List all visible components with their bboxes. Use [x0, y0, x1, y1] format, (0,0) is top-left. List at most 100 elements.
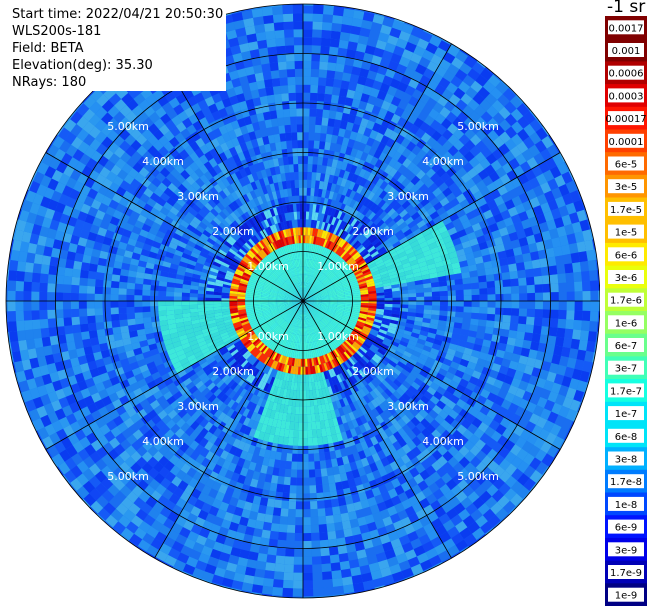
field-cell: [525, 401, 537, 414]
field-cell: [511, 293, 520, 301]
field-cell: [402, 262, 411, 269]
field-cell: [329, 296, 337, 299]
field-cell: [97, 365, 108, 375]
field-cell: [316, 262, 322, 271]
field-cell: [590, 301, 599, 312]
field-cell: [83, 395, 95, 407]
field-cell: [327, 118, 336, 127]
field-cell: [549, 362, 559, 374]
field-cell: [311, 277, 316, 285]
field-cell: [264, 473, 273, 483]
field-cell: [435, 355, 445, 364]
field-cell: [415, 342, 425, 350]
field-cell: [462, 387, 473, 398]
field-cell: [499, 119, 512, 132]
field-cell: [142, 473, 154, 485]
field-cell: [141, 369, 152, 379]
field-cell: [446, 45, 460, 58]
field-cell: [328, 46, 339, 56]
field-cell: [522, 180, 533, 193]
field-cell: [488, 419, 500, 431]
field-cell: [526, 316, 535, 326]
field-cell: [296, 303, 302, 310]
field-cell: [304, 292, 310, 300]
field-cell: [303, 37, 313, 46]
field-cell: [455, 50, 469, 63]
field-cell: [318, 372, 323, 381]
field-cell: [352, 435, 361, 445]
field-cell: [65, 333, 75, 343]
field-cell: [345, 378, 352, 388]
field-cell: [332, 350, 338, 358]
field-cell: [282, 587, 293, 597]
field-cell: [465, 86, 478, 99]
field-cell: [362, 253, 371, 260]
field-cell: [285, 303, 293, 306]
field-cell: [292, 317, 297, 326]
field-cell: [129, 533, 143, 546]
field-cell: [382, 315, 392, 320]
field-cell: [388, 424, 398, 435]
field-cell: [315, 220, 320, 229]
field-cell: [492, 477, 505, 490]
field-cell: [399, 236, 408, 245]
field-cell: [184, 324, 193, 331]
field-cell: [327, 309, 336, 313]
field-cell: [274, 344, 280, 353]
field-cell: [477, 86, 491, 99]
field-cell: [517, 116, 530, 129]
field-cell: [348, 236, 356, 245]
field-cell: [470, 276, 479, 284]
field-cell: [365, 230, 374, 239]
field-cell: [89, 451, 102, 464]
field-cell: [502, 279, 511, 287]
field-cell: [29, 357, 40, 369]
field-cell: [246, 401, 254, 410]
field-cell: [336, 290, 345, 294]
field-cell: [500, 80, 510, 89]
field-cell: [383, 258, 393, 265]
field-cell: [267, 458, 276, 468]
field-cell: [311, 53, 321, 62]
field-cell: [248, 428, 257, 438]
field-cell: [202, 364, 212, 373]
field-cell: [329, 38, 340, 48]
field-cell: [495, 294, 504, 301]
field-cell: [195, 534, 208, 546]
field-cell: [279, 428, 285, 437]
field-cell: [359, 186, 368, 196]
field-cell: [299, 311, 302, 319]
field-cell: [332, 254, 339, 262]
field-cell: [303, 116, 310, 125]
field-cell: [483, 382, 494, 393]
field-cell: [320, 307, 328, 311]
field-cell: [413, 45, 426, 57]
field-cell: [345, 349, 353, 358]
field-cell: [363, 422, 372, 432]
field-cell: [360, 294, 369, 297]
field-cell: [324, 451, 331, 461]
field-cell: [236, 499, 246, 509]
field-cell: [182, 473, 193, 485]
field-cell: [310, 243, 314, 252]
field-cell: [310, 501, 318, 510]
field-cell: [324, 345, 331, 354]
field-cell: [448, 343, 458, 351]
field-cell: [376, 303, 385, 307]
field-cell: [462, 74, 476, 87]
field-cell: [455, 295, 464, 301]
field-cell: [179, 442, 190, 453]
field-cell: [251, 336, 259, 344]
field-cell: [246, 559, 258, 569]
field-cell: [386, 231, 395, 239]
field-cell: [52, 453, 65, 467]
field-cell: [324, 85, 334, 95]
field-cell: [349, 318, 358, 323]
field-cell: [230, 314, 240, 319]
field-cell: [49, 335, 59, 346]
field-cell: [65, 393, 77, 406]
field-cell: [331, 570, 342, 580]
field-cell: [404, 269, 413, 276]
field-cell: [312, 204, 317, 213]
field-cell: [47, 362, 57, 374]
